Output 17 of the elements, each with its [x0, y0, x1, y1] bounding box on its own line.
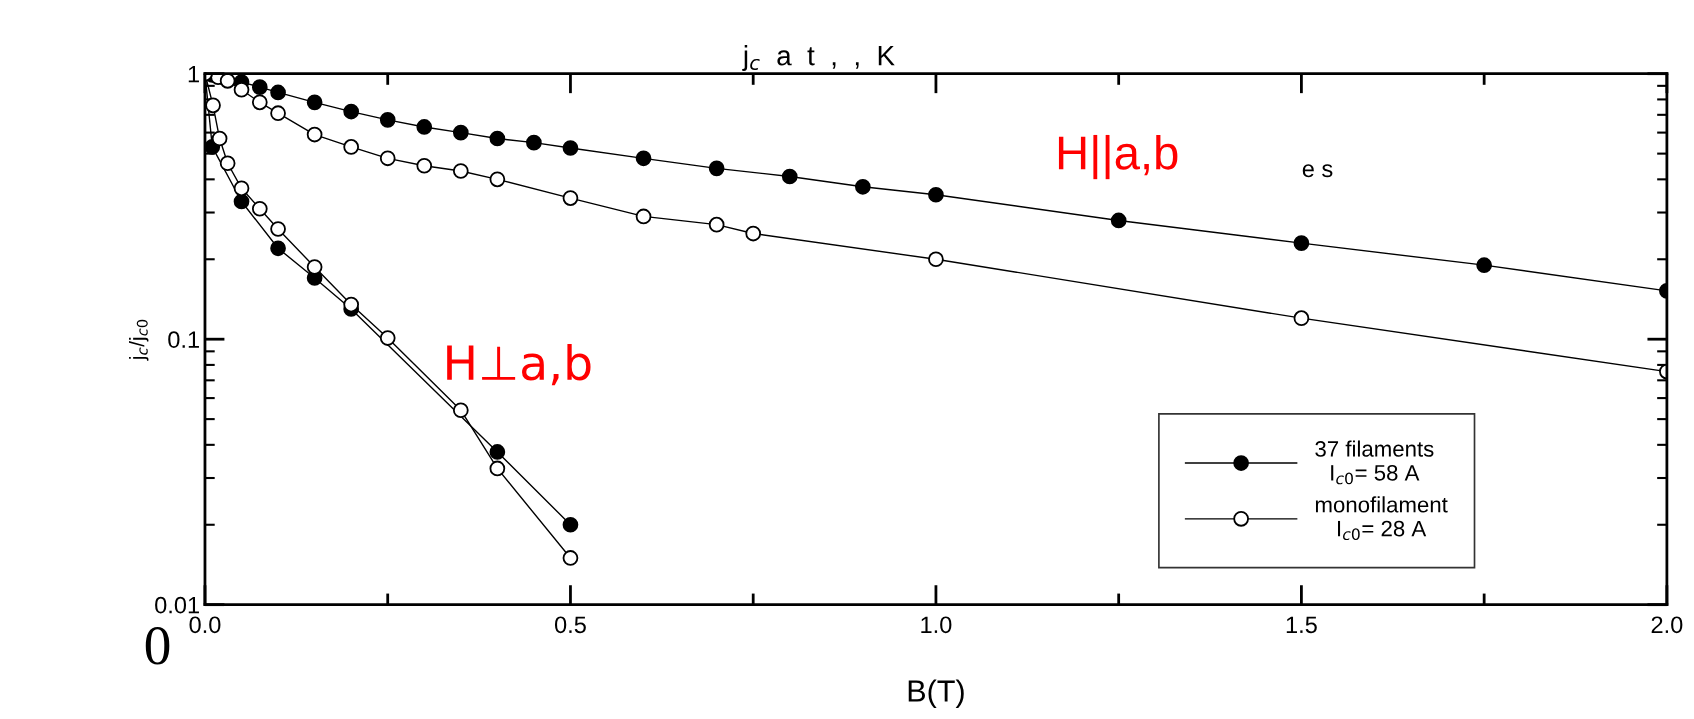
x-axis-title: B(T) [908, 679, 964, 708]
x-tick-label: 0.5 [554, 616, 586, 634]
x-tick-label: 0.0 [189, 616, 221, 634]
annotation: H||a,b [1058, 134, 1178, 180]
text: 37 filaments I$_{c0}$= 58 A [1315, 440, 1434, 485]
x-tick-label: 2.0 [1651, 616, 1683, 634]
text: monofilament I$_{c0}$= 28 A [1315, 496, 1448, 541]
annotation: e s [1302, 164, 1333, 178]
text: 0 [145, 627, 170, 665]
y-tick-label: 0.01 [155, 596, 199, 614]
chart-title: j$_{c}$ a t , , K [742, 45, 895, 71]
x-tick-label: 1.0 [921, 616, 952, 634]
y-tick-label: 1 [188, 66, 199, 83]
annotation: H⊥a,b [447, 343, 591, 386]
y-tick-label: 0.1 [168, 331, 199, 348]
y-axis-title: j$_{c}$/j$_{c0}$ [129, 319, 149, 361]
x-tick-label: 1.5 [1286, 616, 1317, 634]
